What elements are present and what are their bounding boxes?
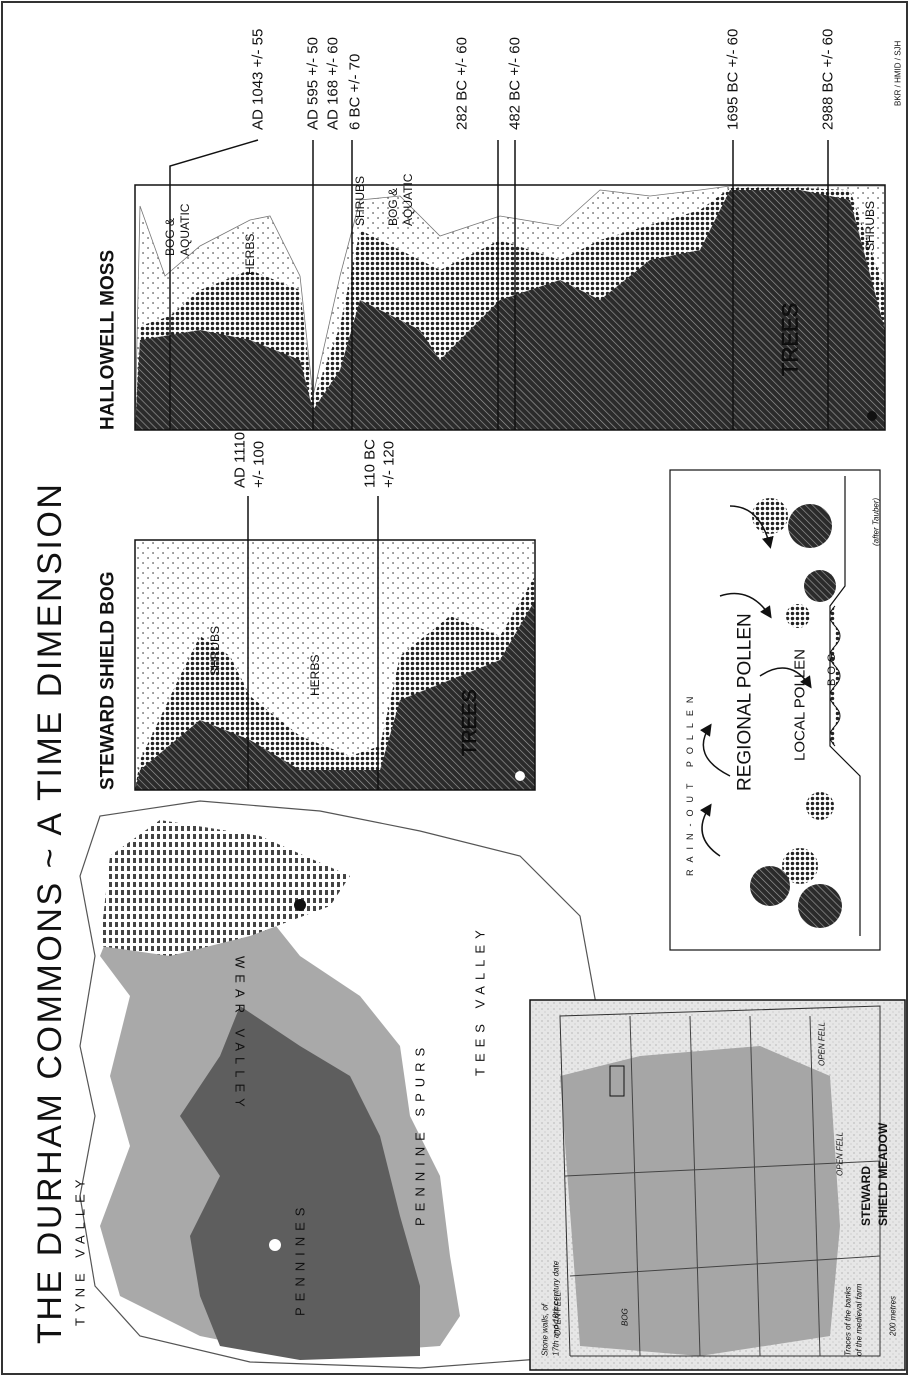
tree-icon [750,866,790,906]
title: THE DURHAM COMMONS ~ A TIME DIMENSION [31,484,69,1344]
zone-label: HERBS [308,655,322,696]
meadow-label: OPEN FELL [818,1022,827,1066]
zone-label: AQUATIC [401,173,415,226]
tree-icon [804,570,836,602]
zone-label: SHRUBS [208,626,222,676]
pollen-label: RAIN-OUT POLLEN [685,690,695,876]
date-label: 6 BC +/- 70 [347,54,364,130]
tree-icon [798,884,842,928]
meadow-label: Stone walls, of [541,1303,550,1356]
tree-icon [752,498,788,534]
rotated-poster: THE DURHAM COMMONS ~ A TIME DIMENSION BKR… [2,2,907,1374]
date-label: +/- 100 [251,441,268,488]
chart-title: HALLOWELL MOSS [98,250,119,430]
meadow-label: OPEN FELL [836,1132,845,1176]
map-label: TYNE VALLEY [73,1174,88,1326]
meadow-label: 200 metres [889,1296,898,1337]
site-marker [515,771,525,781]
poster: THE DURHAM COMMONS ~ A TIME DIMENSION BKR… [0,0,909,1376]
shrub-icon [786,604,810,628]
credit: BKR / HMID / SJH [894,40,903,106]
hallowell-site [294,899,306,911]
zone-label: HERBS [243,234,257,275]
map-label: PENNINES [293,1202,308,1316]
meadow-title: STEWARD [859,1166,873,1226]
zone-label: BOG & [163,218,177,256]
date-label: 110 BC [362,439,379,488]
map-label: PENNINE SPURS [413,1042,428,1226]
date-label: AD 1110 [232,432,249,488]
date-label: AD 168 +/- 60 [325,37,342,130]
site-marker [867,411,877,421]
meadow-label: of the medieval farm [855,1283,864,1356]
tree-icon [788,504,832,548]
meadow-label: Traces of the banks [844,1286,853,1356]
date-label: 282 BC +/- 60 [454,37,471,130]
date-label: +/- 120 [381,441,398,488]
pollen-label: REGIONAL POLLEN [735,613,756,791]
pollen-label: BOG [826,650,838,686]
pollen-label: (after Tauber) [872,497,881,546]
zone-label: SHRUBS [353,176,367,226]
zone-label: TREES [459,689,481,756]
meadow-field [560,1046,840,1356]
date-label: AD 595 +/- 50 [305,37,322,130]
date-label: 2988 BC +/- 60 [820,29,837,130]
shrub-icon [806,792,834,820]
pollen-label: LOCAL POLLEN [792,649,809,761]
date-label: 1695 BC +/- 60 [725,29,742,130]
zone-label: SHRUBS [863,201,877,251]
date-label: AD 1043 +/- 55 [250,29,267,130]
date-label: 482 BC +/- 60 [507,37,524,130]
steward-shield-site [269,1239,281,1251]
zone-label: TREES [778,303,803,376]
chart-title: STEWARD SHIELD BOG [98,571,119,790]
page: { "title": "THE DURHAM COMMONS ~ A TIME … [0,0,909,1376]
zone-label: AQUATIC [178,203,192,256]
meadow-label: 17th and 18th century date [552,1260,561,1356]
meadow-title: SHIELD MEADOW [876,1122,890,1226]
meadow-label: BOG [621,1308,630,1326]
map-label: WEAR VALLEY [233,956,248,1113]
zone-label: BOG & [386,188,400,226]
map-label: TEES VALLEY [473,924,488,1076]
